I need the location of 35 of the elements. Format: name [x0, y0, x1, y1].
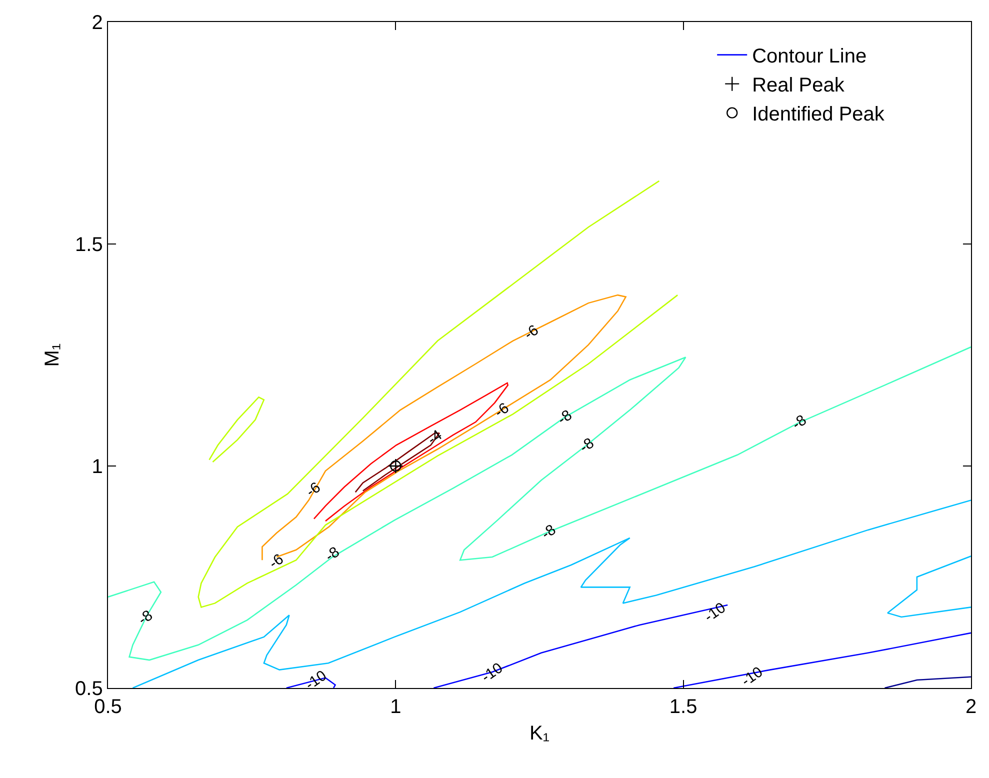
line-series [208, 396, 265, 463]
x-axis-title: K₁ [529, 722, 550, 745]
annotation: -8 [322, 544, 343, 566]
annotation: -6 [303, 478, 324, 501]
y-tick-label: 1.5 [75, 234, 103, 256]
annotation: -6 [521, 322, 542, 344]
annotation: -6 [266, 550, 287, 572]
line-series [886, 555, 971, 618]
legend-label: Real Peak [752, 74, 846, 97]
annotation: -10 [302, 667, 330, 694]
annotation: -8 [554, 406, 576, 428]
annotation: -8 [576, 434, 598, 456]
annotation: -10 [738, 664, 766, 690]
annotation: -6 [492, 400, 512, 422]
line-series [432, 604, 728, 688]
annotation: -8 [789, 412, 810, 434]
line-series [354, 432, 440, 493]
x-tick-label: 1 [390, 696, 402, 718]
y-axis-title: M₁ [42, 343, 64, 367]
annotation: -4 [424, 426, 446, 448]
legend-label: Identified Peak [752, 104, 886, 126]
annotation: -10 [701, 599, 729, 626]
line-series [132, 500, 971, 688]
annotation: -10 [478, 660, 506, 686]
annotation: -8 [538, 521, 560, 543]
legend-label: Contour Line [752, 46, 867, 68]
x-tick-label: 2 [965, 696, 977, 718]
line-series [198, 180, 678, 608]
annotation: -8 [135, 606, 156, 629]
x-tick-label: 1.5 [669, 696, 698, 718]
y-tick-label: 1 [92, 456, 103, 478]
line-series [108, 346, 971, 661]
y-tick-label: 2 [92, 12, 103, 34]
y-tick-label: 0.5 [75, 678, 103, 700]
line-series [672, 632, 971, 688]
